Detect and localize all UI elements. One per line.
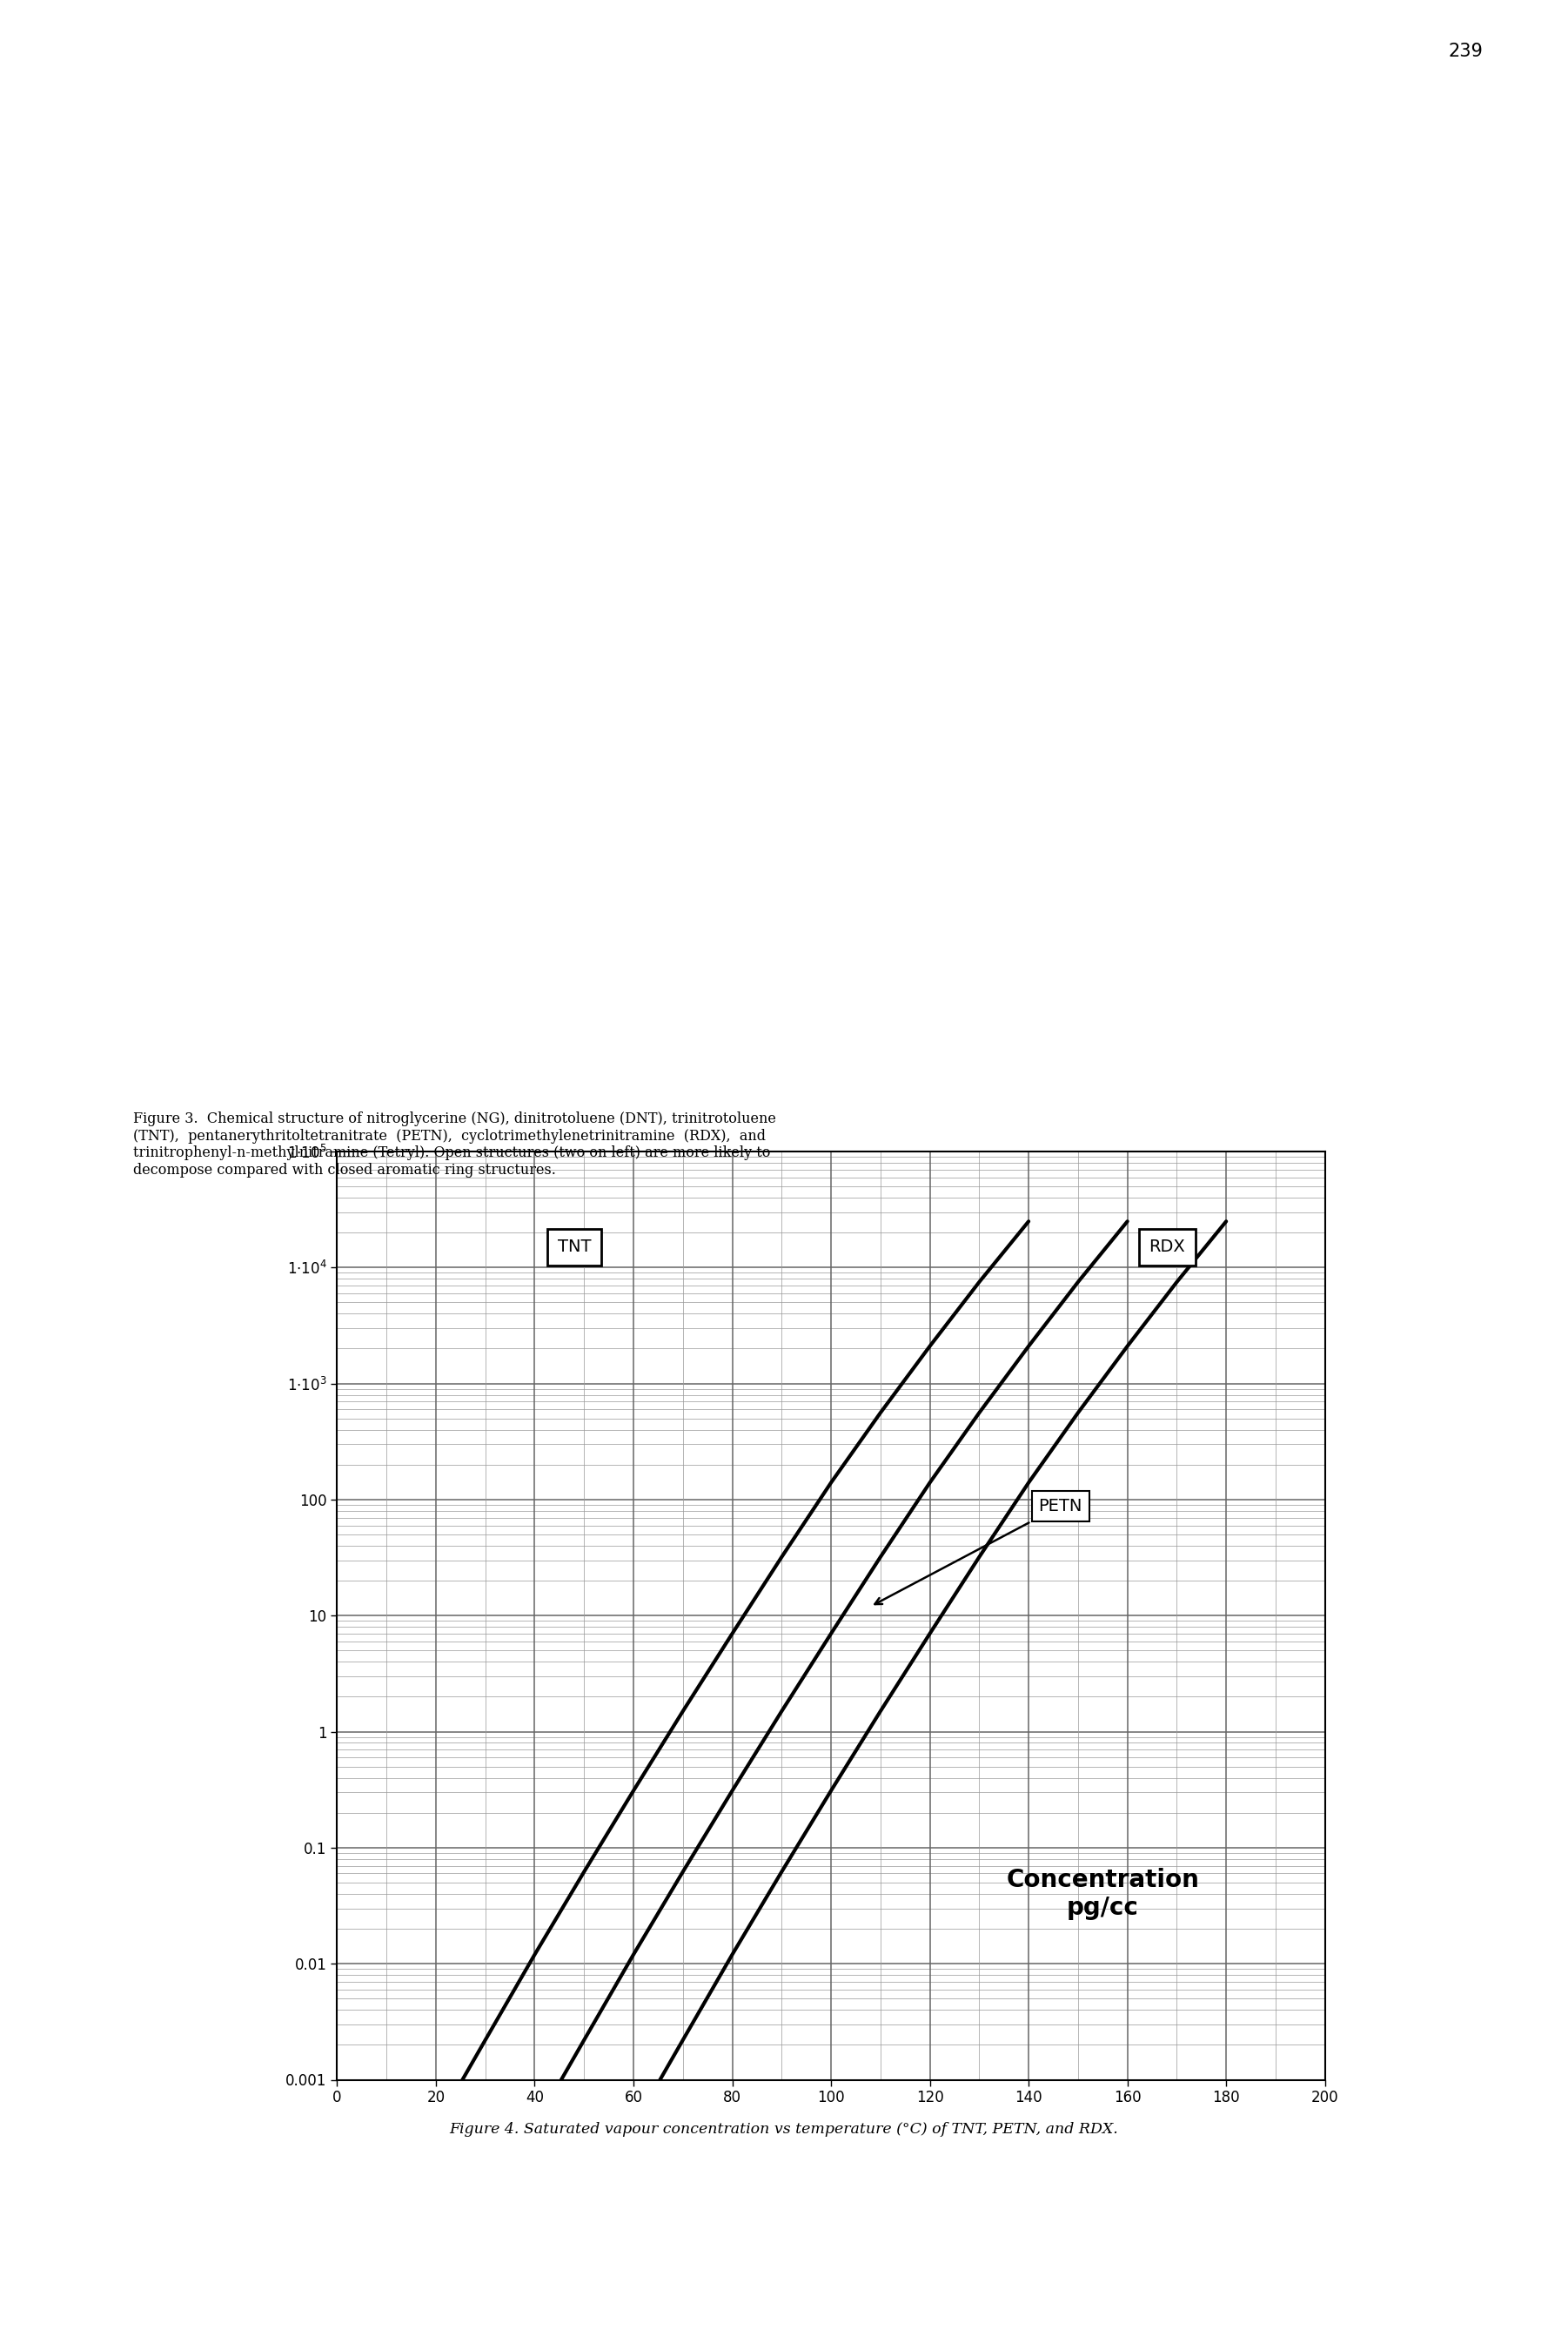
Text: 239: 239 [1449,42,1483,61]
Text: Figure 3.  Chemical structure of nitroglycerine (NG), dinitrotoluene (DNT), trin: Figure 3. Chemical structure of nitrogly… [133,1112,776,1177]
Text: TNT: TNT [558,1238,591,1255]
Text: Figure 4. Saturated vapour concentration vs temperature (°C) of TNT, PETN, and R: Figure 4. Saturated vapour concentration… [450,2122,1118,2136]
Text: PETN: PETN [875,1497,1082,1605]
Text: Concentration
pg/cc: Concentration pg/cc [1007,1868,1200,1920]
Text: RDX: RDX [1149,1238,1185,1255]
